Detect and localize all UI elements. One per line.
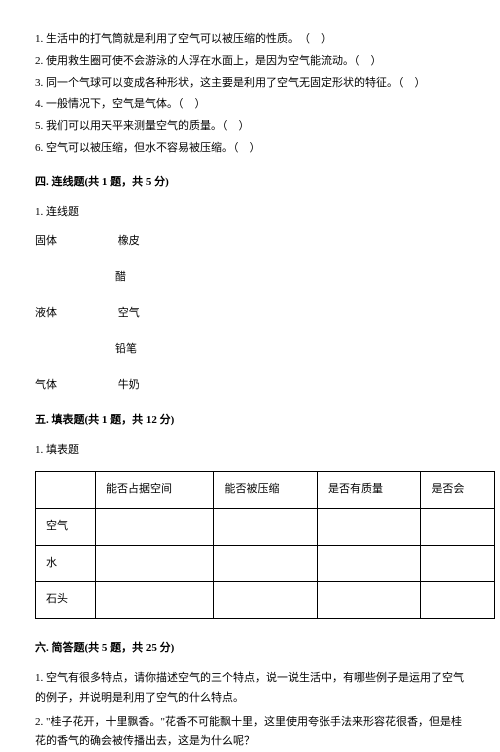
sa-question-2: 2. "桂子花开，十里飘香。"花香不可能飘十里，这里使用夸张手法来形容花很香，但… bbox=[35, 713, 465, 752]
match-left-5: 气体 bbox=[35, 376, 115, 396]
table-cell-blank[interactable] bbox=[317, 582, 420, 619]
table-row: 空气 bbox=[36, 508, 495, 545]
tf-item-4: 4. 一般情况下，空气是气体。（ ） bbox=[35, 95, 465, 115]
table-header-row: 能否占据空间 能否被压缩 是否有质量 是否会 bbox=[36, 471, 495, 508]
tf-item-1: 1. 生活中的打气筒就是利用了空气可以被压缩的性质。 （ ） bbox=[35, 30, 465, 50]
table-cell-blank[interactable] bbox=[421, 582, 495, 619]
tf-item-6: 6. 空气可以被压缩，但水不容易被压缩。（ ） bbox=[35, 139, 465, 159]
match-left-1: 固体 bbox=[35, 232, 115, 252]
match-right-3: 空气 bbox=[118, 304, 140, 324]
table-cell-row1-label: 空气 bbox=[36, 508, 96, 545]
table-cell-blank[interactable] bbox=[96, 582, 214, 619]
match-right-5: 牛奶 bbox=[118, 376, 140, 396]
table-cell-blank[interactable] bbox=[96, 545, 214, 582]
table-cell-blank[interactable] bbox=[421, 545, 495, 582]
section-6-header: 六. 简答题(共 5 题，共 25 分) bbox=[35, 639, 465, 659]
fill-table: 能否占据空间 能否被压缩 是否有质量 是否会 空气 水 石头 bbox=[35, 471, 495, 619]
table-cell-blank[interactable] bbox=[214, 545, 317, 582]
table-cell-blank[interactable] bbox=[317, 545, 420, 582]
match-right-2: 醋 bbox=[115, 268, 465, 288]
section-4-header: 四. 连线题(共 1 题，共 5 分) bbox=[35, 173, 465, 193]
section-5-question: 1. 填表题 bbox=[35, 441, 465, 461]
table-cell-blank[interactable] bbox=[214, 582, 317, 619]
table-cell-row2-label: 水 bbox=[36, 545, 96, 582]
match-right-1: 橡皮 bbox=[118, 232, 140, 252]
table-header-4: 是否会 bbox=[421, 471, 495, 508]
table-header-3: 是否有质量 bbox=[317, 471, 420, 508]
table-header-1: 能否占据空间 bbox=[96, 471, 214, 508]
table-cell-blank[interactable] bbox=[214, 508, 317, 545]
true-false-section: 1. 生活中的打气筒就是利用了空气可以被压缩的性质。 （ ） 2. 使用救生圈可… bbox=[35, 30, 465, 159]
table-row: 石头 bbox=[36, 582, 495, 619]
table-row: 水 bbox=[36, 545, 495, 582]
section-5-header: 五. 填表题(共 1 题，共 12 分) bbox=[35, 411, 465, 431]
tf-item-5: 5. 我们可以用天平来测量空气的质量。（ ） bbox=[35, 117, 465, 137]
table-header-0 bbox=[36, 471, 96, 508]
match-left-3: 液体 bbox=[35, 304, 115, 324]
table-header-2: 能否被压缩 bbox=[214, 471, 317, 508]
match-right-4: 铅笔 bbox=[115, 340, 465, 360]
tf-item-3: 3. 同一个气球可以变成各种形状，这主要是利用了空气无固定形状的特征。（ ） bbox=[35, 74, 465, 94]
match-row-1: 固体 橡皮 bbox=[35, 232, 465, 252]
table-cell-blank[interactable] bbox=[96, 508, 214, 545]
match-row-3: 液体 空气 bbox=[35, 304, 465, 324]
match-row-5: 气体 牛奶 bbox=[35, 376, 465, 396]
tf-item-2: 2. 使用救生圈可使不会游泳的人浮在水面上，是因为空气能流动。（ ） bbox=[35, 52, 465, 72]
table-cell-blank[interactable] bbox=[421, 508, 495, 545]
table-cell-row3-label: 石头 bbox=[36, 582, 96, 619]
table-cell-blank[interactable] bbox=[317, 508, 420, 545]
section-4-question: 1. 连线题 bbox=[35, 203, 465, 223]
matching-section: 固体 橡皮 醋 液体 空气 铅笔 气体 牛奶 bbox=[35, 232, 465, 395]
sa-question-1: 1. 空气有很多特点，请你描述空气的三个特点，说一说生活中，有哪些例子是运用了空… bbox=[35, 669, 465, 709]
